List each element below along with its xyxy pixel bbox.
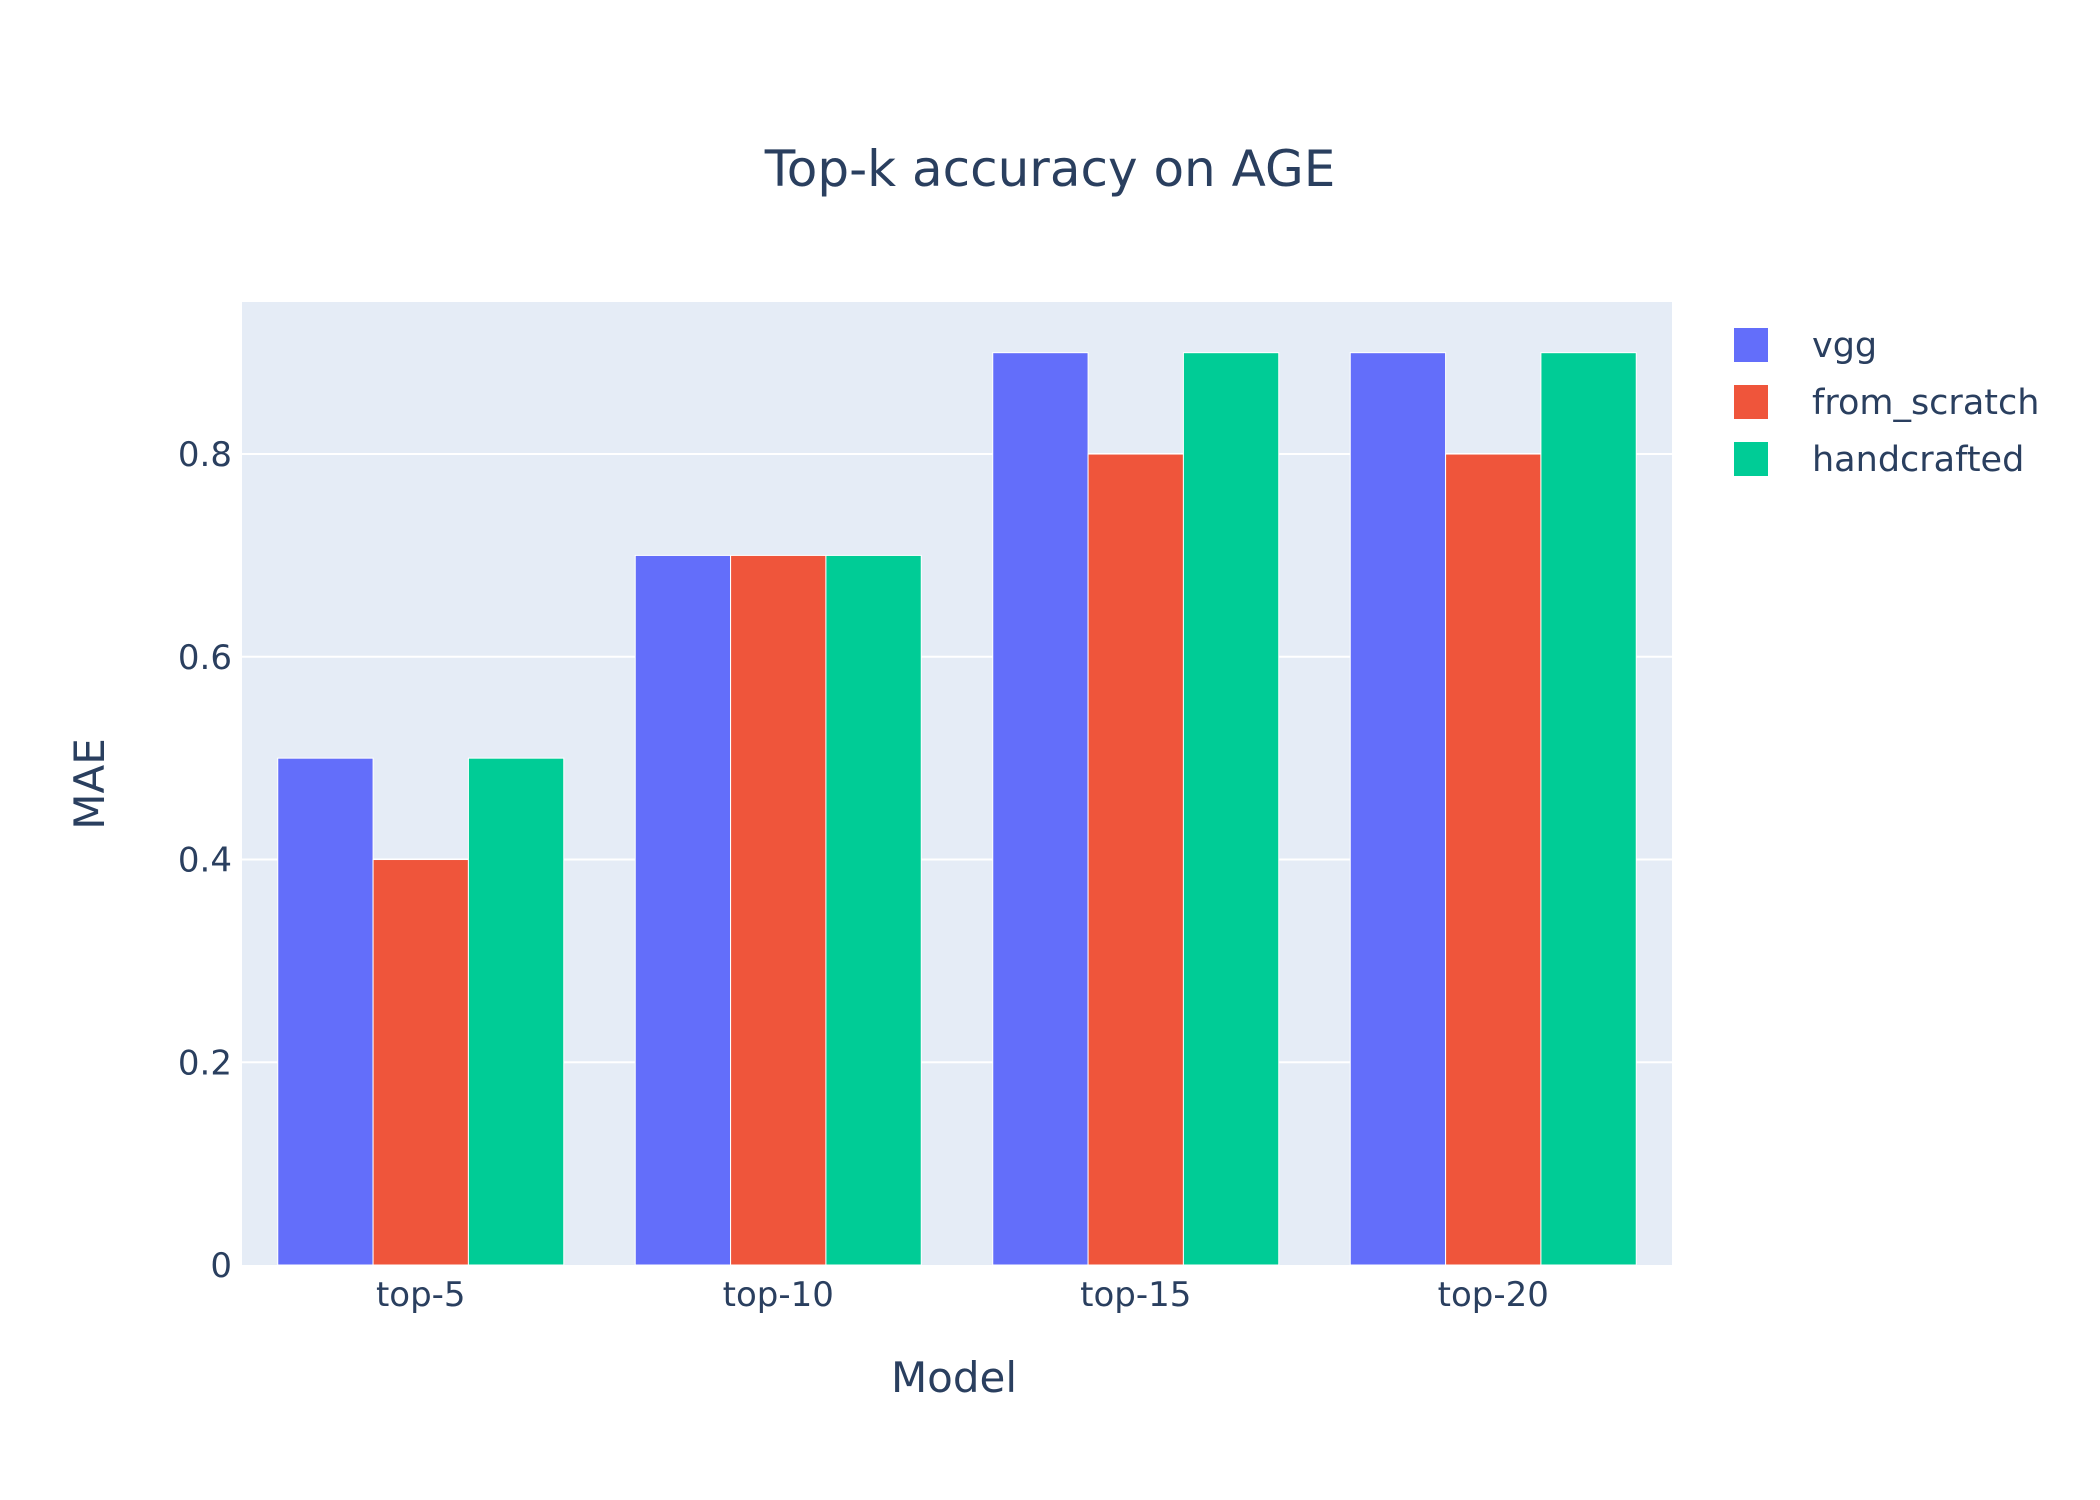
- y-tick-labels: 0 0.2 0.4 0.6 0.8: [178, 435, 232, 1286]
- legend-swatch-from_scratch[interactable]: [1734, 385, 1768, 419]
- x-tick-label: top-10: [723, 1275, 834, 1315]
- bar-vgg-top-15[interactable]: [992, 352, 1089, 1266]
- legend-swatch-vgg[interactable]: [1734, 328, 1768, 362]
- legend-swatch-handcrafted[interactable]: [1734, 442, 1768, 476]
- bar-from_scratch-top-20[interactable]: [1445, 453, 1542, 1266]
- legend-label-from_scratch[interactable]: from_scratch: [1812, 383, 2039, 423]
- bar-vgg-top-10[interactable]: [634, 554, 732, 1266]
- x-tick-label: top-15: [1080, 1275, 1191, 1315]
- legend[interactable]: vgg from_scratch handcrafted: [1734, 326, 2039, 480]
- bar-from_scratch-top-5[interactable]: [372, 859, 469, 1266]
- x-tick-label: top-5: [376, 1275, 466, 1315]
- y-tick-label: 0.4: [178, 841, 232, 881]
- y-tick-label: 0.8: [178, 435, 232, 475]
- legend-label-handcrafted[interactable]: handcrafted: [1812, 440, 2024, 480]
- x-tick-labels: top-5 top-10 top-15 top-20: [376, 1275, 1549, 1315]
- y-tick-label: 0.6: [178, 638, 232, 678]
- bar-from_scratch-top-10[interactable]: [730, 554, 827, 1266]
- bars: [277, 352, 1637, 1266]
- bar-vgg-top-5[interactable]: [277, 757, 374, 1266]
- x-tick-label: top-20: [1438, 1275, 1549, 1315]
- bar-handcrafted-top-5[interactable]: [467, 757, 565, 1266]
- chart-title: Top-k accuracy on AGE: [764, 140, 1336, 198]
- legend-label-vgg[interactable]: vgg: [1812, 326, 1877, 366]
- y-tick-label: 0.2: [178, 1043, 232, 1083]
- y-tick-label: 0: [210, 1246, 232, 1286]
- bar-handcrafted-top-20[interactable]: [1540, 352, 1637, 1266]
- bar-handcrafted-top-10[interactable]: [825, 554, 922, 1266]
- x-axis-title: Model: [891, 1353, 1017, 1402]
- bar-from_scratch-top-15[interactable]: [1087, 453, 1184, 1266]
- bar-handcrafted-top-15[interactable]: [1182, 352, 1280, 1266]
- y-axis-title: MAE: [65, 738, 114, 830]
- bar-vgg-top-20[interactable]: [1349, 352, 1447, 1266]
